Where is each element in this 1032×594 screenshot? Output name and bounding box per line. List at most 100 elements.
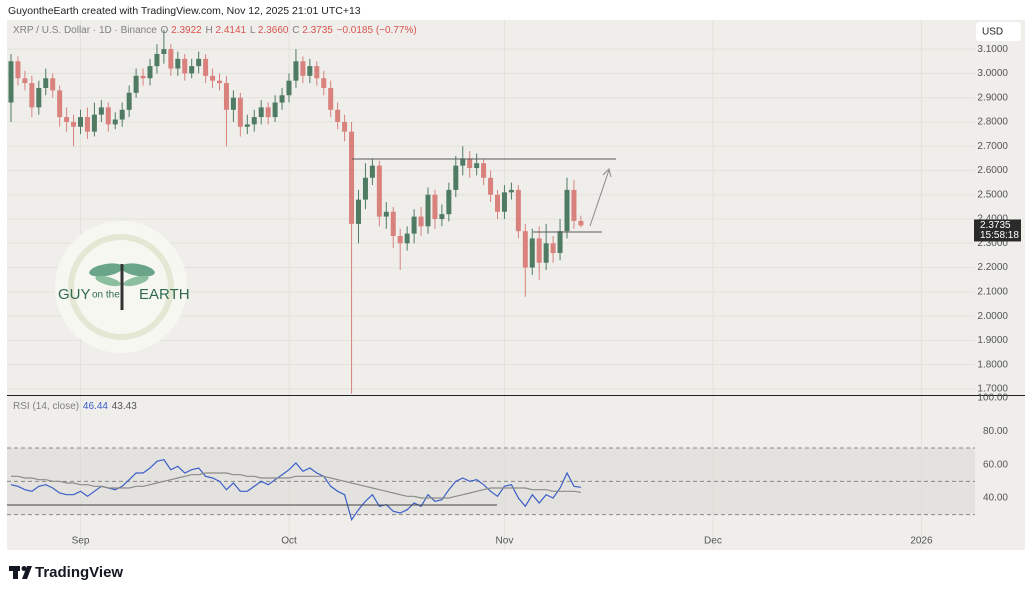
candle-body bbox=[154, 53, 160, 67]
x-tick-label: Oct bbox=[281, 536, 297, 547]
header-text: GuyontheEarth created with TradingView.c… bbox=[8, 5, 361, 17]
candle-body bbox=[522, 231, 528, 268]
candle-body bbox=[147, 66, 153, 79]
countdown-label: 15:58:18 bbox=[980, 230, 1019, 241]
candle-body bbox=[217, 80, 222, 84]
x-tick-label: Sep bbox=[72, 536, 90, 547]
candle-body bbox=[36, 87, 42, 108]
currency-box bbox=[976, 22, 1021, 41]
arrow-line bbox=[589, 169, 610, 227]
candle-body bbox=[474, 163, 480, 169]
candle-body bbox=[550, 243, 556, 254]
y-tick-label: 2.8000 bbox=[977, 117, 1008, 128]
candle-body bbox=[515, 189, 521, 232]
candle-body bbox=[404, 233, 410, 244]
x-tick-label: Dec bbox=[704, 536, 722, 547]
candle-body bbox=[140, 75, 146, 79]
candle-body bbox=[175, 58, 181, 69]
rsi-legend: RSI (14, close) 46.44 43.43 bbox=[13, 401, 138, 412]
y-tick-label: 1.8000 bbox=[977, 359, 1008, 370]
candle-body bbox=[439, 214, 445, 220]
candle-body bbox=[356, 199, 361, 224]
candle-body bbox=[418, 216, 424, 227]
candle-body bbox=[43, 78, 49, 88]
candle-body bbox=[29, 83, 35, 108]
symbol-title: XRP / U.S. Dollar · 1D · Binance bbox=[13, 25, 157, 36]
candle-body bbox=[383, 211, 389, 217]
price-tag bbox=[974, 219, 1021, 242]
candle-body bbox=[286, 80, 292, 96]
candle-body bbox=[8, 61, 14, 103]
y-tick-label: 2.6000 bbox=[977, 165, 1008, 176]
price-legend: XRP / U.S. Dollar · 1D · Binance O 2.392… bbox=[13, 25, 418, 36]
y-tick-label: 60.00 bbox=[983, 459, 1008, 470]
candle-body bbox=[543, 243, 549, 263]
candle-body bbox=[293, 61, 299, 81]
drawings bbox=[7, 158, 616, 506]
currency-label: USD bbox=[982, 27, 1003, 38]
candle-body bbox=[578, 220, 584, 226]
rsi-title: RSI (14, close) bbox=[13, 401, 80, 412]
axes: Sep Oct Nov Dec 2026 1.7000 1.8000 1.9000 2.0000… bbox=[72, 44, 1021, 547]
candle-body bbox=[98, 107, 104, 115]
candle-body bbox=[508, 189, 514, 193]
candle-body bbox=[244, 124, 250, 127]
candle-body bbox=[71, 121, 77, 127]
candle-body bbox=[411, 216, 417, 234]
rsi-line bbox=[11, 472, 581, 499]
candle-body bbox=[495, 194, 500, 212]
dragonfly-icon bbox=[89, 263, 155, 310]
candle-body bbox=[50, 78, 56, 91]
candle-body bbox=[446, 189, 452, 215]
candle-body bbox=[105, 107, 111, 125]
candle-body bbox=[536, 238, 542, 263]
ohlc-value: 2.3660 bbox=[257, 25, 289, 36]
candle-body bbox=[307, 66, 313, 76]
candle-body bbox=[119, 109, 125, 120]
ohlc-value: 2.3735 bbox=[302, 25, 333, 36]
candle-body bbox=[112, 119, 118, 125]
ohlc-name: C bbox=[292, 25, 300, 36]
rsi-value: 46.44 bbox=[82, 401, 108, 412]
candle-body bbox=[251, 117, 257, 125]
candle-body bbox=[168, 49, 174, 69]
candle-body bbox=[196, 58, 202, 67]
y-tick-label: 40.00 bbox=[983, 493, 1008, 504]
rsi-value: 43.43 bbox=[111, 401, 137, 412]
candle-body bbox=[488, 177, 494, 195]
candle-body bbox=[557, 231, 563, 254]
y-tick-label: 2.2000 bbox=[977, 262, 1008, 273]
candle-body bbox=[314, 66, 320, 79]
change-label: −0.0185 (−0.77%) bbox=[336, 25, 417, 36]
candle-body bbox=[397, 236, 403, 244]
x-tick-label: Nov bbox=[496, 536, 514, 547]
watermark-ring bbox=[68, 234, 174, 340]
candle-body bbox=[161, 49, 167, 54]
watermark-text: on the bbox=[92, 290, 120, 301]
y-tick-label: 100.00 bbox=[977, 393, 1008, 404]
y-tick-label: 3.1000 bbox=[977, 44, 1008, 55]
candle-body bbox=[342, 121, 348, 132]
rsi-lines bbox=[10, 459, 581, 522]
candle-body bbox=[258, 107, 264, 118]
y-tick-label: 80.00 bbox=[983, 426, 1008, 437]
candle-body bbox=[460, 158, 466, 166]
candle-body bbox=[529, 238, 535, 268]
ohlc-name: L bbox=[249, 25, 256, 36]
tradingview-logo bbox=[9, 566, 32, 579]
watermark-text: EARTH bbox=[139, 286, 190, 303]
candle-body bbox=[126, 92, 132, 110]
candle-body bbox=[237, 97, 243, 127]
candle-body bbox=[210, 75, 216, 81]
candle-body bbox=[223, 83, 229, 110]
y-tick-label: 2.3000 bbox=[977, 238, 1008, 249]
candle-body bbox=[425, 194, 431, 227]
candle-body bbox=[182, 58, 188, 74]
y-tick-label: 2.5000 bbox=[977, 189, 1008, 200]
candle-body bbox=[15, 61, 21, 79]
candle-body bbox=[78, 117, 83, 127]
candle-body bbox=[64, 117, 70, 122]
y-tick-label: 2.4000 bbox=[977, 214, 1008, 225]
candle-body bbox=[432, 194, 438, 220]
